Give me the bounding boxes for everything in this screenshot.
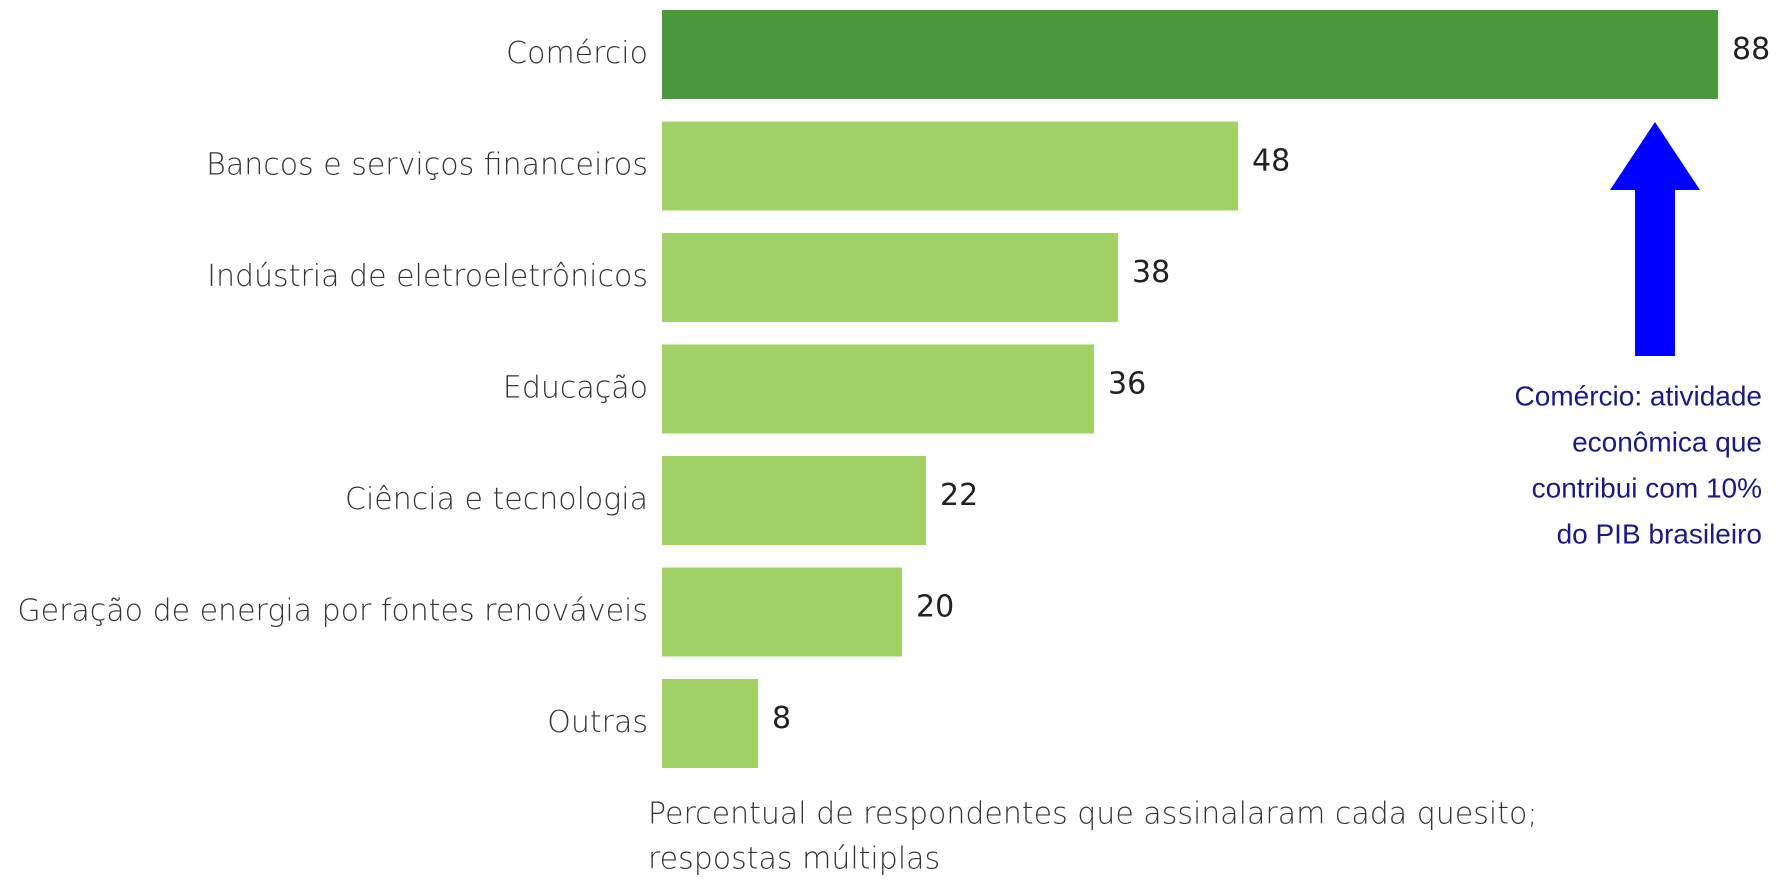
category-label: Indústria de eletroeletrônicos — [207, 259, 648, 294]
bar — [662, 233, 1118, 322]
category-label: Geração de energia por fontes renováveis — [17, 594, 648, 629]
arrow-shaft — [1635, 188, 1675, 356]
value-label: 8 — [772, 701, 791, 736]
value-label: 36 — [1108, 367, 1146, 402]
category-label: Outras — [547, 705, 648, 740]
value-label: 88 — [1732, 32, 1770, 67]
annotation: econômica que — [1572, 426, 1762, 457]
bar — [662, 456, 926, 545]
value-label: 38 — [1132, 255, 1170, 290]
category-label: Ciência e tecnologia — [345, 482, 648, 517]
annotation: Comércio: atividade — [1515, 380, 1762, 411]
footnote: respostas múltiplas — [648, 842, 940, 877]
value-label: 48 — [1252, 144, 1290, 179]
value-label: 20 — [916, 590, 954, 625]
annotation: contribui com 10% — [1532, 472, 1762, 503]
arrow-head — [1610, 122, 1700, 190]
bar — [662, 344, 1094, 434]
bar — [662, 679, 758, 768]
category-label: Educação — [503, 371, 648, 406]
annotation: do PIB brasileiro — [1557, 518, 1762, 549]
footnote: Percentual de respondentes que assinalar… — [648, 797, 1537, 832]
bar — [662, 121, 1238, 211]
bar — [662, 567, 902, 657]
category-label: Bancos e serviços financeiros — [206, 148, 648, 183]
bar — [662, 10, 1718, 99]
value-label: 22 — [940, 478, 978, 513]
category-label: Comércio — [506, 36, 648, 71]
